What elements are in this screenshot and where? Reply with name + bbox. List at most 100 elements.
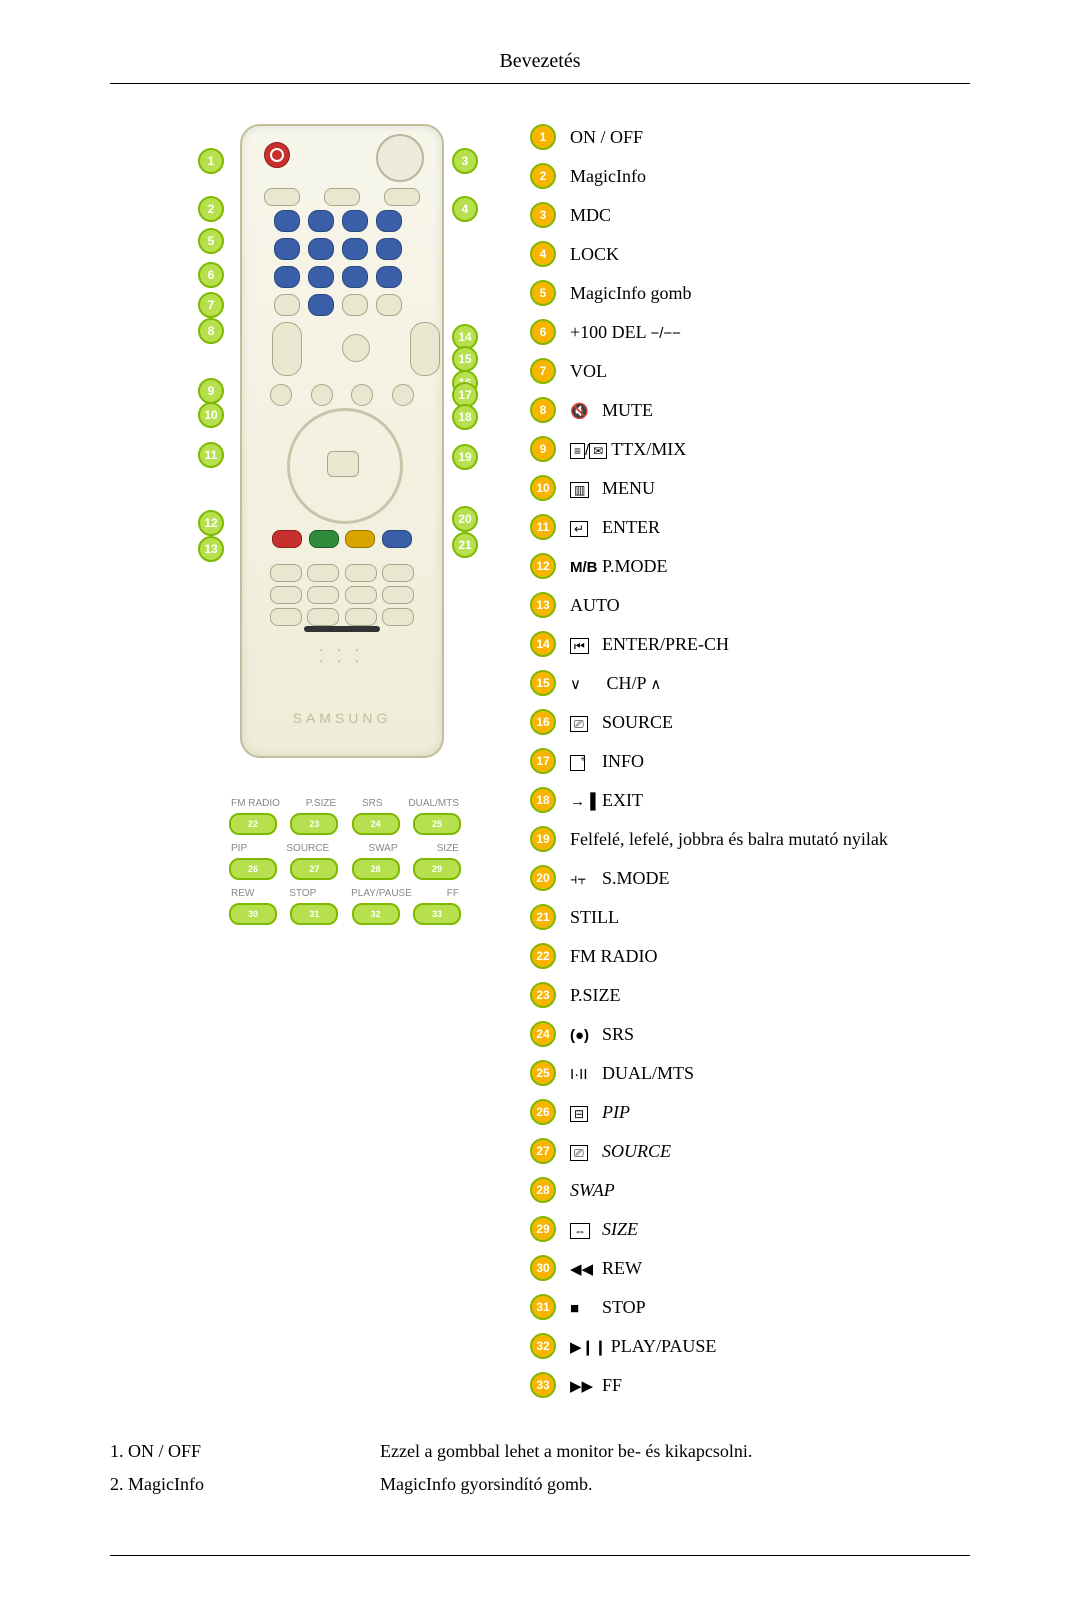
legend-label: MDC: [570, 205, 611, 226]
legend-label: P.SIZE: [570, 985, 621, 1006]
legend-item-7: 7 VOL: [530, 358, 970, 384]
callout-bubble-19: 19: [452, 444, 478, 470]
desc-right: Ezzel a gombbal lehet a monitor be- és k…: [380, 1441, 752, 1462]
legend-label: ⎚SOURCE: [570, 1141, 671, 1162]
legend-label: →▐ EXIT: [570, 790, 643, 811]
legend-label: ⏮ENTER/PRE-CH: [570, 634, 729, 655]
legend-item-12: 12M/B P.MODE: [530, 553, 970, 579]
legend-label: ≡/✉TTX/MIX: [570, 439, 686, 460]
legend-item-14: 14 ⏮ENTER/PRE-CH: [530, 631, 970, 657]
pill: [384, 188, 420, 206]
legend-item-8: 8 🔇MUTE: [530, 397, 970, 423]
legend-bubble-4: 4: [530, 241, 556, 267]
legend-label: ⇔SIZE: [570, 1219, 638, 1240]
desc-row: 1. ON / OFFEzzel a gombbal lehet a monit…: [110, 1441, 970, 1462]
legend-item-22: 22FM RADIO: [530, 943, 970, 969]
inset-bubble-33: 33: [413, 903, 461, 925]
legend-label: ▶▶ FF: [570, 1375, 622, 1396]
legend-label: ■ STOP: [570, 1297, 646, 1318]
legend-label: LOCK: [570, 244, 619, 265]
inset-bubble-28: 28: [352, 858, 400, 880]
callout-bubble-12: 12: [198, 510, 224, 536]
inset-bubble-27: 27: [290, 858, 338, 880]
callout-bubble-11: 11: [198, 442, 224, 468]
legend-item-18: 18→▐ EXIT: [530, 787, 970, 813]
legend-label: +100 DEL −/−−: [570, 322, 685, 343]
legend-label: ⫞⫟ S.MODE: [570, 868, 670, 889]
legend-bubble-19: 19: [530, 826, 556, 852]
legend-item-30: 30◀◀ REW: [530, 1255, 970, 1281]
legend-item-17: 17 +INFO: [530, 748, 970, 774]
legend-column: 1ON / OFF2MagicInfo3MDC4LOCK5MagicInfo g…: [530, 124, 970, 1411]
legend-item-23: 23 P.SIZE: [530, 982, 970, 1008]
legend-label: M/B P.MODE: [570, 556, 668, 577]
legend-bubble-33: 33: [530, 1372, 556, 1398]
inset-label: REW: [231, 888, 254, 899]
callout-bubble-10: 10: [198, 402, 224, 428]
legend-bubble-13: 13: [530, 592, 556, 618]
legend-label: MagicInfo gomb: [570, 283, 691, 304]
legend-bubble-32: 32: [530, 1333, 556, 1359]
legend-label: ◀◀ REW: [570, 1258, 642, 1279]
ch-rocker: [410, 322, 440, 376]
legend-label: ▥MENU: [570, 478, 655, 499]
brand-label: SAMSUNG: [242, 710, 442, 726]
power-button: [264, 142, 290, 168]
inset-label: FM RADIO: [231, 798, 280, 809]
desc-row: 2. MagicInfoMagicInfo gyorsindító gomb.: [110, 1474, 970, 1495]
legend-bubble-14: 14: [530, 631, 556, 657]
legend-item-31: 31■ STOP: [530, 1294, 970, 1320]
legend-bubble-16: 16: [530, 709, 556, 735]
legend-item-29: 29⇔SIZE: [530, 1216, 970, 1242]
legend-item-4: 4 LOCK: [530, 241, 970, 267]
legend-bubble-24: 24: [530, 1021, 556, 1047]
legend-item-26: 26 ⊟PIP: [530, 1099, 970, 1125]
callout-bubble-2: 2: [198, 196, 224, 222]
inset-label: SOURCE: [286, 843, 329, 854]
divider-bottom: [110, 1555, 970, 1556]
legend-item-28: 28SWAP: [530, 1177, 970, 1203]
legend-bubble-6: 6: [530, 319, 556, 345]
callout-bubble-9: 9: [198, 378, 224, 404]
inset-bubble-24: 24: [352, 813, 400, 835]
callout-bubble-3: 3: [452, 148, 478, 174]
callout-bubble-5: 5: [198, 228, 224, 254]
legend-label: SWAP: [570, 1180, 615, 1201]
pill: [264, 188, 300, 206]
legend-bubble-1: 1: [530, 124, 556, 150]
legend-bubble-23: 23: [530, 982, 556, 1008]
legend-item-3: 3 MDC: [530, 202, 970, 228]
legend-item-13: 13 AUTO: [530, 592, 970, 618]
legend-item-10: 10▥MENU: [530, 475, 970, 501]
callout-bubble-21: 21: [452, 532, 478, 558]
legend-item-5: 5MagicInfo gomb: [530, 280, 970, 306]
legend-label: ⎚SOURCE: [570, 712, 673, 733]
callout-bubble-1: 1: [198, 148, 224, 174]
pill: [324, 188, 360, 206]
legend-bubble-26: 26: [530, 1099, 556, 1125]
legend-label: ▶❙❙PLAY/PAUSE: [570, 1336, 716, 1357]
desc-left: 1. ON / OFF: [110, 1441, 380, 1462]
legend-label: (●)SRS: [570, 1024, 634, 1045]
legend-item-2: 2MagicInfo: [530, 163, 970, 189]
legend-bubble-8: 8: [530, 397, 556, 423]
legend-bubble-3: 3: [530, 202, 556, 228]
legend-label: ⊟PIP: [570, 1102, 630, 1123]
callout-bubble-20: 20: [452, 506, 478, 532]
legend-bubble-7: 7: [530, 358, 556, 384]
inset-bubble-30: 30: [229, 903, 277, 925]
legend-label: VOL: [570, 361, 607, 382]
callout-bubble-7: 7: [198, 292, 224, 318]
legend-bubble-2: 2: [530, 163, 556, 189]
inset-label: PLAY/PAUSE: [351, 888, 412, 899]
legend-item-9: 9≡/✉TTX/MIX: [530, 436, 970, 462]
legend-label: FM RADIO: [570, 946, 658, 967]
callout-bubble-18: 18: [452, 404, 478, 430]
legend-item-33: 33 ▶▶ FF: [530, 1372, 970, 1398]
legend-label: +INFO: [570, 751, 644, 772]
dpad-center: [327, 451, 359, 477]
wheel: [376, 134, 424, 182]
legend-label: AUTO: [570, 595, 620, 616]
legend-label: 🔇MUTE: [570, 400, 653, 421]
legend-bubble-27: 27: [530, 1138, 556, 1164]
